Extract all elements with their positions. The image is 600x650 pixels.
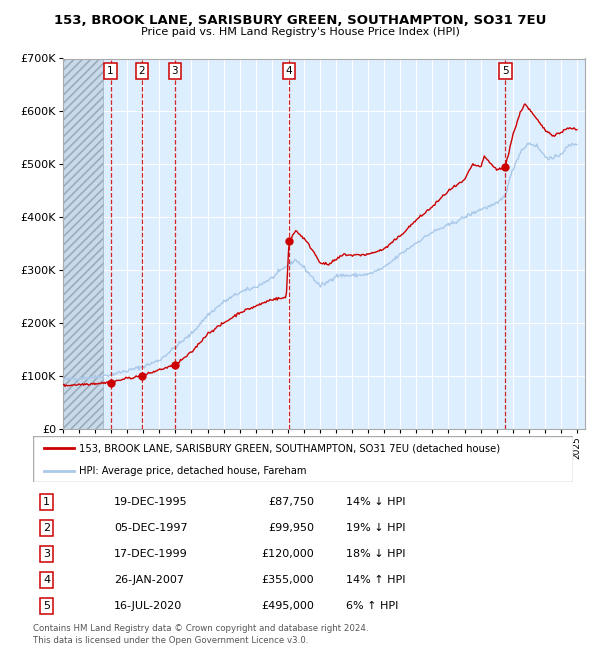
Text: 2: 2 (139, 66, 145, 76)
Text: 19-DEC-1995: 19-DEC-1995 (114, 497, 188, 507)
Text: £355,000: £355,000 (261, 575, 314, 585)
Text: 4: 4 (43, 575, 50, 585)
Text: Price paid vs. HM Land Registry's House Price Index (HPI): Price paid vs. HM Land Registry's House … (140, 27, 460, 37)
Text: This data is licensed under the Open Government Licence v3.0.: This data is licensed under the Open Gov… (33, 636, 308, 645)
Text: 2: 2 (43, 523, 50, 533)
Text: 3: 3 (172, 66, 178, 76)
Text: 18% ↓ HPI: 18% ↓ HPI (346, 549, 406, 559)
Text: 26-JAN-2007: 26-JAN-2007 (114, 575, 184, 585)
Text: 5: 5 (43, 601, 50, 611)
Text: £99,950: £99,950 (268, 523, 314, 533)
Text: £120,000: £120,000 (261, 549, 314, 559)
Text: 4: 4 (286, 66, 292, 76)
Text: 6% ↑ HPI: 6% ↑ HPI (346, 601, 398, 611)
Text: Contains HM Land Registry data © Crown copyright and database right 2024.: Contains HM Land Registry data © Crown c… (33, 624, 368, 633)
Text: 1: 1 (107, 66, 114, 76)
Text: 14% ↑ HPI: 14% ↑ HPI (346, 575, 406, 585)
Bar (63, 58, 103, 429)
Text: 3: 3 (43, 549, 50, 559)
Text: 153, BROOK LANE, SARISBURY GREEN, SOUTHAMPTON, SO31 7EU (detached house): 153, BROOK LANE, SARISBURY GREEN, SOUTHA… (79, 443, 500, 453)
Text: £87,750: £87,750 (268, 497, 314, 507)
Text: 5: 5 (502, 66, 509, 76)
Text: 1: 1 (43, 497, 50, 507)
Text: 153, BROOK LANE, SARISBURY GREEN, SOUTHAMPTON, SO31 7EU: 153, BROOK LANE, SARISBURY GREEN, SOUTHA… (54, 14, 546, 27)
Text: 19% ↓ HPI: 19% ↓ HPI (346, 523, 406, 533)
Text: 05-DEC-1997: 05-DEC-1997 (114, 523, 188, 533)
Bar (63, 58, 103, 429)
Text: HPI: Average price, detached house, Fareham: HPI: Average price, detached house, Fare… (79, 465, 307, 476)
Text: 17-DEC-1999: 17-DEC-1999 (114, 549, 188, 559)
Text: £495,000: £495,000 (261, 601, 314, 611)
Text: 14% ↓ HPI: 14% ↓ HPI (346, 497, 406, 507)
Text: 16-JUL-2020: 16-JUL-2020 (114, 601, 182, 611)
